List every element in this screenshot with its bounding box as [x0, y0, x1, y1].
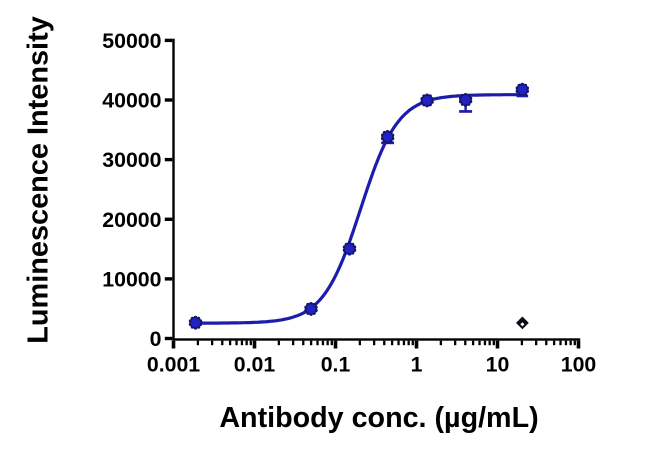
svg-text:0.1: 0.1	[321, 353, 351, 377]
svg-text:Antibody conc. (µg/mL): Antibody conc. (µg/mL)	[219, 402, 538, 434]
svg-text:10000: 10000	[102, 267, 161, 291]
svg-text:50000: 50000	[102, 29, 161, 53]
svg-text:0.01: 0.01	[234, 353, 276, 377]
svg-text:10: 10	[486, 353, 510, 377]
svg-text:20000: 20000	[102, 208, 161, 232]
svg-text:1: 1	[411, 353, 423, 377]
svg-text:40000: 40000	[102, 89, 161, 113]
svg-text:30000: 30000	[102, 148, 161, 172]
svg-text:0: 0	[150, 327, 162, 351]
svg-text:100: 100	[561, 353, 597, 377]
svg-text:Luminescence Intensity: Luminescence Intensity	[23, 16, 55, 344]
svg-text:0.001: 0.001	[147, 353, 200, 377]
